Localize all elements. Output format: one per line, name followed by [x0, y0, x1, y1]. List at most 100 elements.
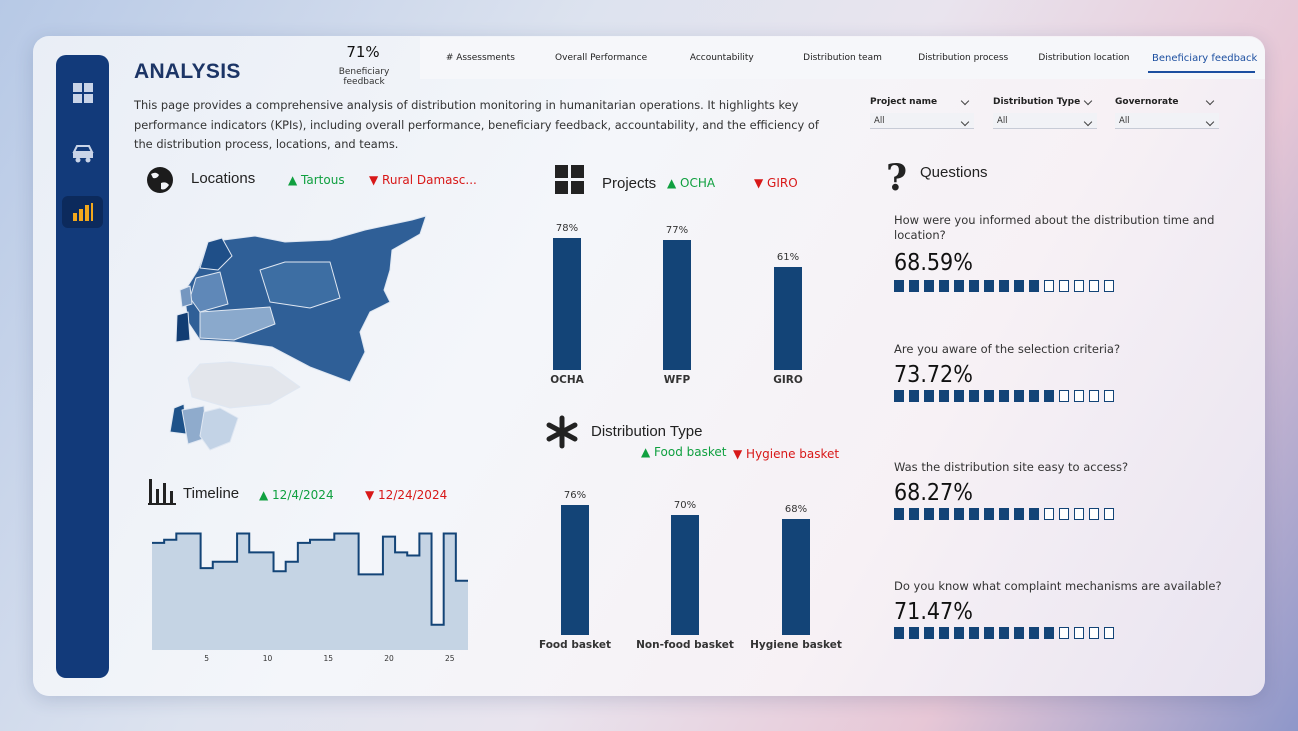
progress-square-filled	[1014, 280, 1024, 292]
filter-select[interactable]: All	[1115, 113, 1219, 129]
map-region[interactable]	[175, 311, 191, 343]
progress-square-filled	[924, 508, 934, 520]
progress-square-filled	[909, 508, 919, 520]
filter-label: Governorate	[1115, 97, 1179, 107]
progress-square-empty	[1059, 627, 1069, 639]
progress-square-filled	[924, 390, 934, 402]
question-text: How were you informed about the distribu…	[894, 213, 1215, 242]
map-region[interactable]	[187, 361, 301, 409]
question-item: How were you informed about the distribu…	[894, 213, 1234, 299]
progress-square-filled	[999, 508, 1009, 520]
tab-distribution-team[interactable]: Distribution team	[803, 53, 882, 63]
timeline-chart[interactable]: 5 10 15 20 25	[148, 524, 473, 669]
bar[interactable]	[782, 518, 810, 635]
question-progress	[894, 627, 1254, 646]
home-grid-icon[interactable]	[62, 77, 103, 109]
progress-square-filled	[1029, 390, 1039, 402]
progress-square-filled	[999, 390, 1009, 402]
progress-square-filled	[999, 280, 1009, 292]
question-item: Was the distribution site easy to access…	[894, 460, 1234, 527]
bar-chart-icon	[148, 479, 176, 505]
progress-square-filled	[939, 508, 949, 520]
progress-square-filled	[909, 627, 919, 639]
filter-select[interactable]: All	[993, 113, 1097, 129]
progress-square-empty	[1104, 627, 1114, 639]
category-label: OCHA	[550, 374, 584, 386]
bar[interactable]	[663, 239, 691, 370]
x-tick-label: 25	[445, 654, 455, 663]
progress-square-filled	[954, 280, 964, 292]
progress-square-empty	[1044, 280, 1054, 292]
progress-square-empty	[1059, 280, 1069, 292]
tab-accountability[interactable]: Accountability	[689, 53, 754, 63]
progress-square-empty	[1059, 390, 1069, 402]
progress-square-filled	[1014, 508, 1024, 520]
filter-select[interactable]: All	[870, 113, 974, 129]
bar[interactable]	[774, 266, 802, 370]
progress-square-filled	[984, 280, 994, 292]
progress-square-empty	[1089, 508, 1099, 520]
data-label: 76%	[563, 490, 587, 502]
tab-beneficiary-feedback[interactable]: Beneficiary feedback	[1144, 37, 1265, 79]
progress-square-filled	[969, 627, 979, 639]
syria-map[interactable]	[160, 212, 435, 457]
page-title: ANALYSIS	[134, 60, 241, 83]
map-region[interactable]	[199, 237, 233, 271]
timeline-area	[152, 533, 468, 650]
bar[interactable]	[561, 505, 589, 635]
progress-square-empty	[1104, 390, 1114, 402]
filter-distribution-type[interactable]: Distribution Type All	[993, 96, 1097, 129]
category-label: GIRO	[773, 374, 803, 386]
progress-square-filled	[954, 390, 964, 402]
x-tick-label: 5	[204, 654, 209, 663]
filter-governorate[interactable]: Governorate All	[1115, 96, 1219, 129]
progress-square-filled	[939, 280, 949, 292]
tab-overall-performance[interactable]: Overall Performance	[555, 53, 648, 63]
progress-square-filled	[969, 390, 979, 402]
data-label: 61%	[776, 251, 800, 263]
filter-label: Project name	[870, 97, 938, 107]
category-label: WFP	[663, 374, 691, 386]
progress-square-filled	[924, 280, 934, 292]
progress-square-filled	[909, 280, 919, 292]
distribution-type-top: ▲ Food basket	[641, 445, 727, 459]
asterisk-icon	[546, 415, 578, 449]
distribution-type-bottom: ▼ Hygiene basket	[733, 447, 840, 461]
analysis-chart-icon[interactable]	[62, 196, 103, 228]
truck-icon[interactable]	[62, 137, 103, 169]
progress-square-empty	[1074, 508, 1084, 520]
progress-square-empty	[1089, 627, 1099, 639]
questions-title: Questions	[920, 164, 988, 181]
timeline-bottom-label: 12/24/2024	[378, 488, 448, 502]
map-region[interactable]	[199, 407, 239, 451]
progress-square-filled	[894, 508, 904, 520]
map-region[interactable]	[179, 285, 193, 308]
tab-distribution-process[interactable]: Distribution process	[918, 53, 1009, 63]
category-label: Non-food basket	[636, 639, 734, 651]
progress-square-filled	[894, 280, 904, 292]
map-region[interactable]	[259, 261, 341, 309]
filter-label: Distribution Type	[993, 97, 1081, 107]
question-mark-icon: ?	[886, 157, 908, 199]
question-value: 68.27%	[894, 480, 973, 506]
locations-top: ▲ Tartous	[288, 173, 345, 187]
projects-title: Projects	[602, 175, 657, 192]
filter-project-name[interactable]: Project name All	[870, 96, 974, 129]
progress-square-filled	[1044, 390, 1054, 402]
map-region[interactable]	[199, 306, 276, 341]
tab-assessments[interactable]: # Assessments	[445, 53, 515, 63]
distribution-type-chart[interactable]: 76% Food basket 70% Non-food basket 68% Hygie…	[530, 480, 850, 655]
question-text: Do you know what complaint mechanisms ar…	[894, 579, 1222, 593]
progress-square-empty	[1104, 508, 1114, 520]
bar[interactable]	[553, 238, 581, 370]
projects-top-label: OCHA	[680, 176, 716, 190]
projects-chart[interactable]: 78% OCHA 77% WFP 61% GIRO	[530, 215, 830, 390]
question-progress	[894, 390, 1234, 409]
bar[interactable]	[671, 515, 699, 635]
tab-distribution-location[interactable]: Distribution location	[1038, 53, 1130, 63]
question-item: Are you aware of the selection criteria?…	[894, 342, 1234, 409]
progress-square-filled	[939, 390, 949, 402]
kpi-label: Beneficiary feedback	[338, 67, 390, 87]
projects-bottom: ▼ GIRO	[754, 176, 798, 190]
category-label: Food basket	[538, 639, 612, 651]
